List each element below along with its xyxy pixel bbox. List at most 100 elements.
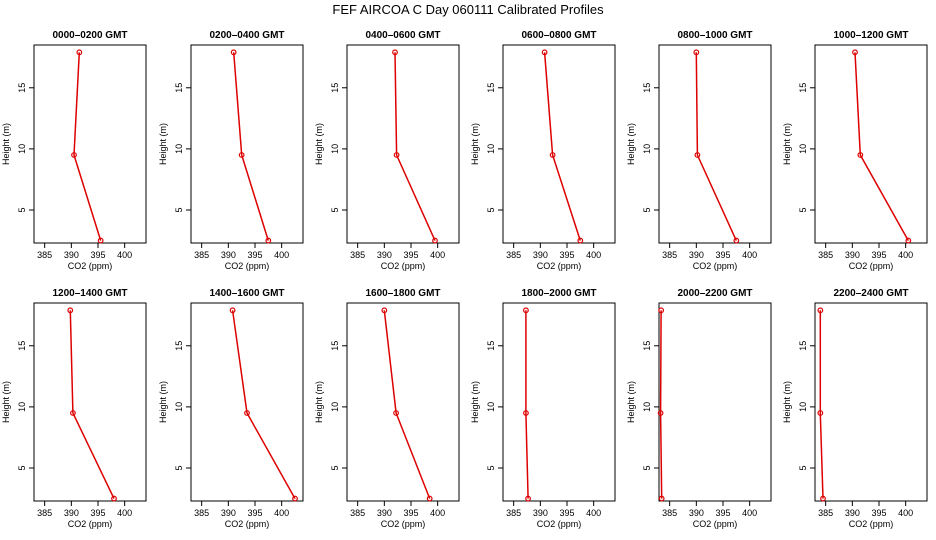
panel-8: 1600–1800 GMT 385 390 395 400 5 10 15 CO2 (ppm) H… xyxy=(314,288,460,529)
data-point xyxy=(393,410,399,416)
plot-frame xyxy=(502,44,616,244)
panel-5: 1000–1200 GMT 385 390 395 400 5 10 15 CO2 (ppm) H… xyxy=(782,30,928,271)
plot-frame xyxy=(814,44,928,244)
profile-line xyxy=(819,310,824,499)
x-tick-label: 385 xyxy=(194,508,209,518)
x-tick-label: 395 xyxy=(871,250,886,260)
x-tick-label: 385 xyxy=(194,250,209,260)
y-axis-label: Height (m) xyxy=(1,123,11,165)
x-tick-label: 400 xyxy=(898,508,913,518)
x-axis-label: CO2 (ppm) xyxy=(849,519,894,529)
y-tick-label: 15 xyxy=(330,341,340,351)
y-tick-label: 15 xyxy=(17,83,27,93)
y-axis-label: Height (m) xyxy=(158,123,168,165)
data-point xyxy=(577,237,584,244)
data-point xyxy=(265,237,272,244)
y-axis-label: Height (m) xyxy=(782,123,792,165)
x-tick-label: 390 xyxy=(221,250,236,260)
y-tick-label: 15 xyxy=(798,341,808,351)
panel-title: 2000–2200 GMT xyxy=(677,288,752,299)
y-axis-label: Height (m) xyxy=(626,381,636,423)
panel-7: 1400–1600 GMT 385 390 395 400 5 10 15 CO2 (ppm) H… xyxy=(158,288,304,529)
data-point xyxy=(852,49,858,56)
x-tick-label: 400 xyxy=(117,250,132,260)
plot-frame xyxy=(658,302,772,502)
plot-frame xyxy=(190,44,304,244)
y-axis-label: Height (m) xyxy=(470,381,480,423)
profile-line xyxy=(231,310,296,499)
x-tick-label: 400 xyxy=(430,250,445,260)
x-tick-label: 390 xyxy=(377,508,392,518)
data-point xyxy=(97,237,104,244)
y-tick-label: 5 xyxy=(174,207,184,212)
data-point xyxy=(70,410,76,416)
panel-6: 1200–1400 GMT 385 390 395 400 5 10 15 CO2 (ppm) H… xyxy=(1,288,147,529)
x-tick-label: 400 xyxy=(586,250,601,260)
y-tick-label: 10 xyxy=(17,144,27,154)
x-tick-label: 395 xyxy=(715,508,730,518)
data-point xyxy=(857,152,864,158)
panels: 0000–0200 GMT 385 390 395 400 5 10 15 CO2 (ppm) H… xyxy=(1,30,928,529)
panel-title: 0600–0800 GMT xyxy=(521,30,596,41)
y-tick-label: 15 xyxy=(486,83,496,93)
x-tick-label: 390 xyxy=(533,508,548,518)
x-tick-label: 400 xyxy=(898,250,913,260)
x-axis-label: CO2 (ppm) xyxy=(68,261,113,271)
x-tick-label: 395 xyxy=(90,250,105,260)
panel-0: 0000–0200 GMT 385 390 395 400 5 10 15 CO2 (ppm) H… xyxy=(1,30,147,271)
x-axis-label: CO2 (ppm) xyxy=(537,519,582,529)
y-tick-label: 10 xyxy=(642,402,652,412)
x-tick-label: 385 xyxy=(818,250,833,260)
profile-line xyxy=(543,52,582,241)
y-axis-label: Height (m) xyxy=(314,123,324,165)
y-axis-label: Height (m) xyxy=(314,381,324,423)
y-axis-label: Height (m) xyxy=(782,381,792,423)
data-point xyxy=(292,495,298,502)
x-tick-label: 395 xyxy=(403,250,418,260)
data-point xyxy=(523,410,529,416)
x-tick-label: 390 xyxy=(533,250,548,260)
plot-frame xyxy=(190,302,304,502)
data-point xyxy=(693,49,700,56)
x-axis-label: CO2 (ppm) xyxy=(381,261,426,271)
y-tick-label: 5 xyxy=(330,465,340,470)
y-tick-label: 10 xyxy=(174,144,184,154)
x-axis-label: CO2 (ppm) xyxy=(693,519,738,529)
panel-3: 0600–0800 GMT 385 390 395 400 5 10 15 CO2 (ppm) H… xyxy=(470,30,616,271)
x-tick-label: 385 xyxy=(662,508,677,518)
plot-frame xyxy=(33,44,147,244)
y-tick-label: 15 xyxy=(798,83,808,93)
y-tick-label: 10 xyxy=(330,144,340,154)
x-tick-label: 400 xyxy=(274,250,289,260)
panel-title: 1400–1600 GMT xyxy=(209,288,284,299)
data-point xyxy=(541,49,548,56)
panel-1: 0200–0400 GMT 385 390 395 400 5 10 15 CO2 (ppm) H… xyxy=(158,30,304,271)
x-tick-label: 400 xyxy=(586,508,601,518)
profile-line xyxy=(394,52,436,241)
data-point xyxy=(549,152,556,158)
profile-line xyxy=(854,52,909,241)
data-point xyxy=(76,49,83,56)
data-point xyxy=(658,307,665,314)
y-tick-label: 15 xyxy=(174,341,184,351)
x-tick-label: 395 xyxy=(559,508,574,518)
profile-line xyxy=(232,52,270,241)
x-tick-label: 395 xyxy=(715,250,730,260)
data-point xyxy=(905,237,912,244)
data-point xyxy=(525,495,531,502)
panel-title: 1800–2000 GMT xyxy=(521,288,596,299)
x-tick-label: 400 xyxy=(274,508,289,518)
profile-line xyxy=(695,52,737,241)
profile-line xyxy=(659,310,663,499)
y-axis-label: Height (m) xyxy=(1,381,11,423)
panel-title: 0000–0200 GMT xyxy=(52,30,127,41)
panel-title: 0400–0600 GMT xyxy=(365,30,440,41)
data-point xyxy=(71,152,77,158)
data-point xyxy=(694,152,701,158)
x-tick-label: 385 xyxy=(506,250,521,260)
data-point xyxy=(244,410,250,416)
x-tick-label: 390 xyxy=(64,250,79,260)
panel-title: 2200–2400 GMT xyxy=(833,288,908,299)
figure-title: FEF AIRCOA C Day 060111 Calibrated Profi… xyxy=(332,2,604,17)
y-tick-label: 10 xyxy=(17,402,27,412)
